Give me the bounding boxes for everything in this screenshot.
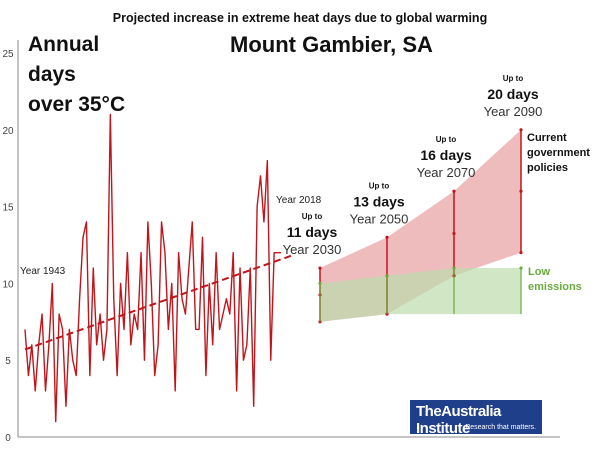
projection-year-label: Year 2030 [283, 242, 342, 257]
annual-hot-days-line [24, 113, 281, 423]
projection-year-label: Year 2050 [350, 211, 409, 226]
location-label: Mount Gambier, SA [230, 32, 433, 57]
policy-scenario-label: government [527, 147, 590, 159]
projection-upto-label: Up to [302, 212, 323, 221]
policy-scenario-label: Current [527, 132, 567, 144]
projection-days-label: 20 days [487, 86, 539, 102]
y-tick-label: 15 [2, 203, 14, 214]
low-scenario-label: emissions [528, 281, 582, 293]
y-axis-title-line-1: Annual [28, 33, 100, 56]
y-axis-title-line-3: over 35°C [28, 93, 126, 116]
policy-range-marker [519, 189, 523, 193]
low-range-marker [318, 281, 322, 285]
policy-projection-band [320, 129, 521, 322]
y-tick-label: 20 [2, 126, 14, 137]
start-year-annotation: Year 1943 [20, 266, 66, 277]
projection-days-label: 11 days [287, 224, 338, 240]
y-tick-label: 25 [2, 49, 14, 60]
projection-year-label: Year 2070 [417, 165, 476, 180]
projection-days-label: 16 days [420, 147, 472, 163]
low-range-marker [519, 266, 523, 270]
y-axis-title: Annual days over 35°C [28, 30, 125, 120]
low-range-marker [452, 266, 456, 270]
low-scenario-label: Low [528, 266, 550, 278]
low-range-marker [385, 274, 389, 278]
low-emissions-projection-band [320, 268, 521, 322]
projection-upto-label: Up to [436, 135, 457, 144]
end-year-annotation: Year 2018 [276, 195, 322, 206]
y-tick-label: 10 [2, 279, 14, 290]
y-tick-label: 0 [5, 433, 11, 444]
policy-scenario-label: policies [527, 162, 568, 174]
logo-name: TheAustralia Institute [416, 403, 501, 437]
policy-range-marker [452, 189, 456, 193]
projection-upto-label: Up to [369, 181, 390, 190]
australia-institute-logo: TheAustralia Institute Research that mat… [410, 400, 542, 437]
y-tick-label: 5 [5, 356, 11, 367]
policy-range-marker [519, 251, 523, 255]
chart-title: Projected increase in extreme heat days … [112, 11, 488, 25]
logo-tagline: Research that matters. [465, 424, 536, 431]
projection-days-label: 13 days [353, 193, 405, 209]
policy-range-marker [452, 231, 456, 236]
projection-upto-label: Up to [503, 74, 524, 83]
policy-range-marker [519, 128, 523, 132]
y-axis-title-line-2: days [28, 63, 76, 86]
policy-range-marker [318, 266, 322, 270]
policy-range-marker [385, 235, 389, 239]
projection-year-label: Year 2090 [484, 104, 543, 119]
